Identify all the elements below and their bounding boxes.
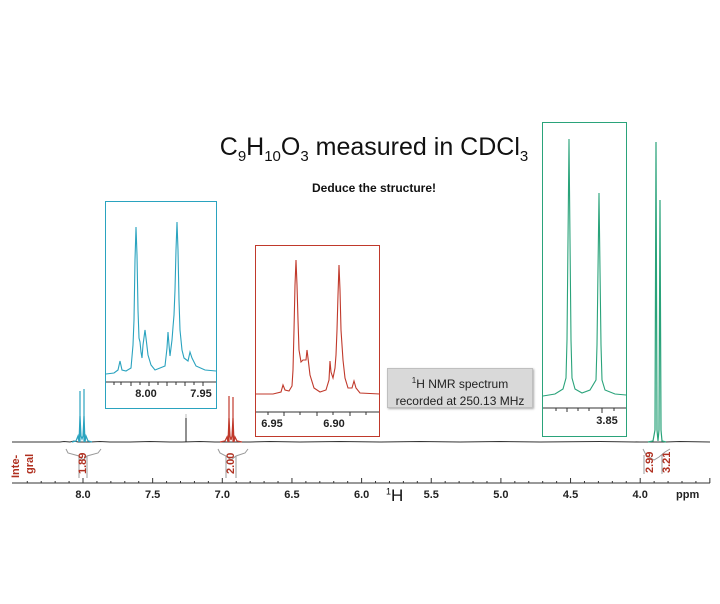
- x-tick-label-5: 5.5: [423, 489, 439, 501]
- integral-label-line1: Inte-: [10, 454, 22, 478]
- formula-title: C9H10O3 measured in CDCl3: [219, 133, 529, 165]
- integral-bracket-2: [217, 448, 249, 478]
- nucleus-superscript: 1: [411, 376, 417, 385]
- x-tick-label-4: 6.0: [353, 489, 370, 501]
- formula-subscript: 10: [264, 148, 281, 165]
- peak-green-methyls: [647, 141, 667, 443]
- formula-text: H: [246, 133, 265, 161]
- formula-subscript: 3: [519, 148, 529, 165]
- x-tick-label-6: 5.0: [493, 489, 509, 501]
- info-line-2: recorded at 250.13 MHz: [395, 394, 525, 408]
- integral-value-3: 2.99: [644, 451, 656, 473]
- integral-value-1: 1.89: [77, 452, 89, 474]
- chart-subtitle: Deduce the structure!: [0, 181, 720, 195]
- formula-text: measured in CDCl: [308, 133, 520, 161]
- inset-cyan-tick-1: 7.95: [190, 388, 212, 400]
- formula-text: O: [280, 133, 301, 161]
- subtitle-text: Deduce the structure!: [311, 181, 437, 195]
- spectrometer-info-box: 1H NMR spectrum recorded at 250.13 MHz: [387, 368, 533, 408]
- integral-bracket-1: [65, 448, 102, 478]
- info-line-1: H NMR spectrum: [416, 377, 509, 391]
- integral-bracket-3: [642, 448, 671, 474]
- inset-red: [255, 245, 381, 437]
- x-tick-label-1: 7.5: [144, 489, 161, 501]
- x-tick-label-2: 7.0: [214, 489, 230, 501]
- inset-green: [542, 122, 627, 437]
- axis-nucleus-text: H: [391, 486, 404, 505]
- x-axis-ticks: [26, 478, 711, 483]
- inset-cyan: [105, 201, 217, 409]
- inset-red-tick-0: 6.95: [261, 418, 283, 430]
- x-tick-label-7: 4.5: [562, 489, 579, 501]
- inset-cyan-tick-0: 8.00: [135, 388, 157, 400]
- formula-subscript: 3: [300, 148, 309, 165]
- integral-value-2: 2.00: [225, 452, 237, 474]
- spectrum-baseline: [12, 440, 711, 443]
- inset-green-tick-0: 3.85: [596, 415, 618, 427]
- inset-red-tick-1: 6.90: [323, 418, 345, 430]
- x-tick-label-0: 8.0: [75, 489, 91, 501]
- formula-subscript: 9: [237, 148, 247, 165]
- peak-red-6.91: [219, 396, 243, 443]
- integral-value-4: 3.21: [661, 451, 673, 473]
- x-tick-label-3: 6.5: [284, 489, 300, 501]
- integral-label-line2: gral: [24, 453, 36, 474]
- chart-title: C9H10O3 measured in CDCl3: [0, 133, 720, 165]
- axis-nucleus-label: 1H: [386, 486, 403, 506]
- peak-cyan-7.99: [71, 389, 93, 443]
- axis-unit-label: ppm: [676, 489, 700, 501]
- formula-text: C: [219, 133, 238, 161]
- axis-nucleus-sup: 1: [386, 486, 392, 497]
- x-tick-label-8: 4.0: [632, 489, 648, 501]
